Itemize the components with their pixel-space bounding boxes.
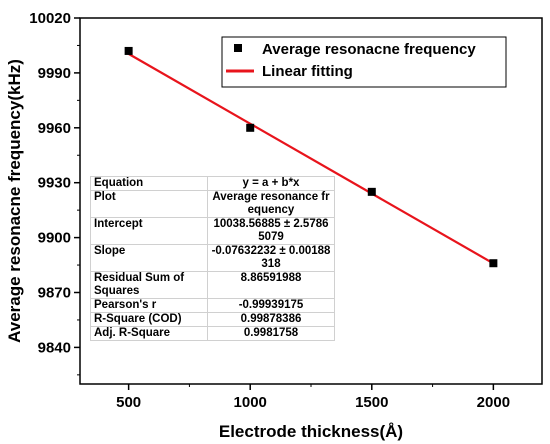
- fit-value: -0.99939175: [207, 298, 335, 313]
- fit-key: Pearson's r: [90, 298, 208, 313]
- table-row: Pearson's r -0.99939175: [90, 298, 335, 313]
- y-axis-title: Average resonacne frequency(kHz): [5, 59, 24, 343]
- fit-key: Plot: [90, 190, 208, 218]
- y-tick-label: 10020: [29, 10, 71, 27]
- fit-key: Adj. R-Square: [90, 326, 208, 341]
- y-tick-label: 9990: [38, 65, 71, 82]
- table-row: Slope -0.07632232 ± 0.00188318: [90, 244, 335, 272]
- fit-value: 0.9981758: [207, 326, 335, 341]
- legend: Average resonacne frequency Linear fitti…: [221, 36, 507, 88]
- y-tick-labels: 9840 9870 9900 9930 9960 9990 10020: [29, 10, 71, 356]
- fit-value: Average resonance frequency: [207, 190, 335, 218]
- legend-marker-square: [234, 44, 242, 52]
- legend-entry-line: Linear fitting: [262, 63, 353, 80]
- table-row: Residual Sum of Squares 8.86591988: [90, 271, 335, 299]
- table-row: Plot Average resonance frequency: [90, 190, 335, 218]
- data-point: [489, 259, 498, 268]
- chart-marks: [124, 46, 498, 268]
- fit-key: Intercept: [90, 217, 208, 245]
- legend-entry-scatter: Average resonacne frequency: [262, 41, 476, 58]
- y-tick-label: 9960: [38, 120, 71, 137]
- legend-frame: [221, 36, 507, 88]
- x-tick-label: 2000: [477, 394, 510, 411]
- fit-key: Residual Sum of Squares: [90, 271, 208, 299]
- table-row: Equation y = a + b*x: [90, 176, 335, 191]
- fit-key: Slope: [90, 244, 208, 272]
- fit-value: -0.07632232 ± 0.00188318: [207, 244, 335, 272]
- fit-value: y = a + b*x: [207, 176, 335, 191]
- x-tick-label: 1500: [355, 394, 388, 411]
- plot-frame: [79, 17, 543, 385]
- fit-value: 0.99878386: [207, 312, 335, 327]
- x-tick-label: 1000: [234, 394, 267, 411]
- fit-key: Equation: [90, 176, 208, 191]
- data-point: [124, 46, 133, 55]
- x-axis-title: Electrode thickness(Å): [219, 422, 403, 441]
- fit-key: R-Square (COD): [90, 312, 208, 327]
- data-point: [367, 187, 376, 196]
- table-row: Intercept 10038.56885 ± 2.57865079: [90, 217, 335, 245]
- fit-statistics-table: Equation y = a + b*x Plot Average resonanc…: [90, 176, 335, 341]
- table-row: Adj. R-Square 0.9981758: [90, 326, 335, 341]
- y-tick-label: 9930: [38, 175, 71, 192]
- y-tick-label: 9900: [38, 230, 71, 247]
- linear-fit-line: [128, 52, 494, 265]
- y-tick-label: 9870: [38, 285, 71, 302]
- y-tick-label: 9840: [38, 339, 71, 356]
- table-row: R-Square (COD) 0.99878386: [90, 312, 335, 327]
- x-tick-labels: 500 1000 1500 2000: [116, 394, 510, 411]
- fit-value: 8.86591988: [207, 271, 335, 299]
- data-point: [246, 123, 255, 132]
- x-tick-label: 500: [116, 394, 141, 411]
- fit-value: 10038.56885 ± 2.57865079: [207, 217, 335, 245]
